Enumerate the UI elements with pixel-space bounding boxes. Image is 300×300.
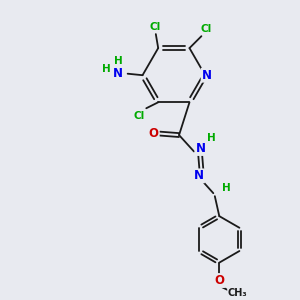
Text: Cl: Cl bbox=[200, 24, 211, 34]
Text: N: N bbox=[202, 69, 212, 82]
Text: H: H bbox=[102, 64, 111, 74]
Text: Cl: Cl bbox=[150, 22, 161, 32]
Text: N: N bbox=[113, 67, 123, 80]
Text: N: N bbox=[196, 142, 206, 155]
Text: H: H bbox=[222, 183, 230, 193]
Text: Cl: Cl bbox=[133, 111, 144, 121]
Text: O: O bbox=[214, 274, 224, 287]
Text: O: O bbox=[149, 127, 159, 140]
Text: CH₃: CH₃ bbox=[228, 288, 248, 298]
Text: N: N bbox=[194, 169, 204, 182]
Text: H: H bbox=[114, 56, 122, 66]
Text: H: H bbox=[208, 133, 216, 143]
